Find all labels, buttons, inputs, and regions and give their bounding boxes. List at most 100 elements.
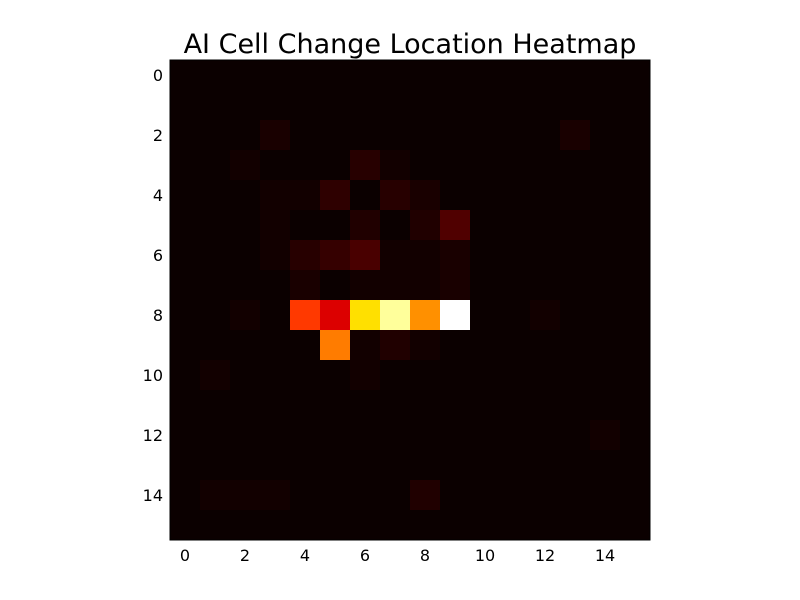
heatmap-cell — [380, 330, 411, 361]
heatmap-cell — [620, 420, 651, 451]
heatmap-cell — [590, 90, 621, 121]
heatmap-cell — [530, 510, 561, 541]
heatmap-cell — [350, 450, 381, 481]
heatmap-cell — [500, 330, 531, 361]
heatmap-cell — [620, 270, 651, 301]
heatmap-cell — [260, 180, 291, 211]
heatmap-cell — [620, 330, 651, 361]
heatmap-cell — [590, 360, 621, 391]
x-axis-ticks: 0 2 4 6 8 10 12 14 — [180, 546, 615, 565]
heatmap-cell — [560, 210, 591, 241]
heatmap-cell — [620, 360, 651, 391]
heatmap-cell — [440, 60, 471, 91]
heatmap-cell — [560, 180, 591, 211]
heatmap-cell — [470, 150, 501, 181]
heatmap-cell — [440, 270, 471, 301]
heatmap-cell — [290, 390, 321, 421]
heatmap-cell — [470, 180, 501, 211]
heatmap-cell — [350, 300, 381, 331]
heatmap-cell — [290, 180, 321, 211]
heatmap-cell — [500, 60, 531, 91]
heatmap-cell — [530, 450, 561, 481]
heatmap-cell — [410, 210, 441, 241]
heatmap-cell — [260, 60, 291, 91]
heatmap-cell — [440, 180, 471, 211]
heatmap-cell — [260, 390, 291, 421]
heatmap-cell — [320, 420, 351, 451]
heatmap-cell — [200, 150, 231, 181]
heatmap-cell — [410, 420, 441, 451]
heatmap-cell — [500, 120, 531, 151]
heatmap-cell — [470, 270, 501, 301]
heatmap-cell — [440, 390, 471, 421]
heatmap-cell — [170, 360, 201, 391]
y-tick-label: 0 — [153, 66, 163, 85]
heatmap-cell — [290, 210, 321, 241]
heatmap-cell — [320, 270, 351, 301]
heatmap-cell — [620, 60, 651, 91]
heatmap-cell — [320, 330, 351, 361]
heatmap-cell — [380, 90, 411, 121]
heatmap-cell — [170, 90, 201, 121]
heatmap-cell — [410, 330, 441, 361]
heatmap-cell — [530, 420, 561, 451]
heatmap-cell — [470, 240, 501, 271]
heatmap-cell — [560, 120, 591, 151]
heatmap-cell — [620, 480, 651, 511]
heatmap-cell — [230, 360, 261, 391]
heatmap-cell — [590, 180, 621, 211]
heatmap-cell — [560, 450, 591, 481]
heatmap-cell — [320, 60, 351, 91]
heatmap-cell — [500, 390, 531, 421]
x-tick-label: 4 — [300, 546, 310, 565]
heatmap-cell — [200, 120, 231, 151]
heatmap-cell — [530, 90, 561, 121]
heatmap-cell — [230, 450, 261, 481]
heatmap-cell — [530, 390, 561, 421]
heatmap-cell — [290, 240, 321, 271]
heatmap-cell — [260, 360, 291, 391]
heatmap-cell — [290, 330, 321, 361]
heatmap-cell — [590, 510, 621, 541]
heatmap-cell — [200, 420, 231, 451]
heatmap-cell — [500, 270, 531, 301]
heatmap-cell — [350, 120, 381, 151]
heatmap-cell — [320, 300, 351, 331]
heatmap-cell — [620, 390, 651, 421]
heatmap-cell — [590, 450, 621, 481]
heatmap-cell — [260, 420, 291, 451]
heatmap-cell — [170, 300, 201, 331]
x-tick-label: 12 — [535, 546, 555, 565]
heatmap-cell — [230, 330, 261, 361]
heatmap-cell — [170, 510, 201, 541]
heatmap-cell — [260, 90, 291, 121]
heatmap-cell — [380, 510, 411, 541]
heatmap-cell — [620, 90, 651, 121]
heatmap-cell — [560, 390, 591, 421]
heatmap-cell — [200, 240, 231, 271]
y-tick-label: 4 — [153, 186, 163, 205]
y-tick-label: 8 — [153, 306, 163, 325]
heatmap-cell — [290, 90, 321, 121]
heatmap-cell — [410, 180, 441, 211]
heatmap-cell — [620, 450, 651, 481]
heatmap-cell — [260, 330, 291, 361]
x-tick-label: 14 — [595, 546, 615, 565]
heatmap-cell — [350, 90, 381, 121]
heatmap-cell — [290, 150, 321, 181]
heatmap-cell — [560, 90, 591, 121]
heatmap-cell — [350, 240, 381, 271]
heatmap-cell — [170, 210, 201, 241]
y-tick-label: 2 — [153, 126, 163, 145]
heatmap-cell — [560, 150, 591, 181]
heatmap-cell — [590, 300, 621, 331]
heatmap-cell — [380, 390, 411, 421]
heatmap-cell — [560, 420, 591, 451]
heatmap-cell — [440, 210, 471, 241]
heatmap-cell — [260, 120, 291, 151]
heatmap-cell — [200, 300, 231, 331]
heatmap-cell — [350, 420, 381, 451]
heatmap-cell — [230, 210, 261, 241]
heatmap-cell — [530, 120, 561, 151]
